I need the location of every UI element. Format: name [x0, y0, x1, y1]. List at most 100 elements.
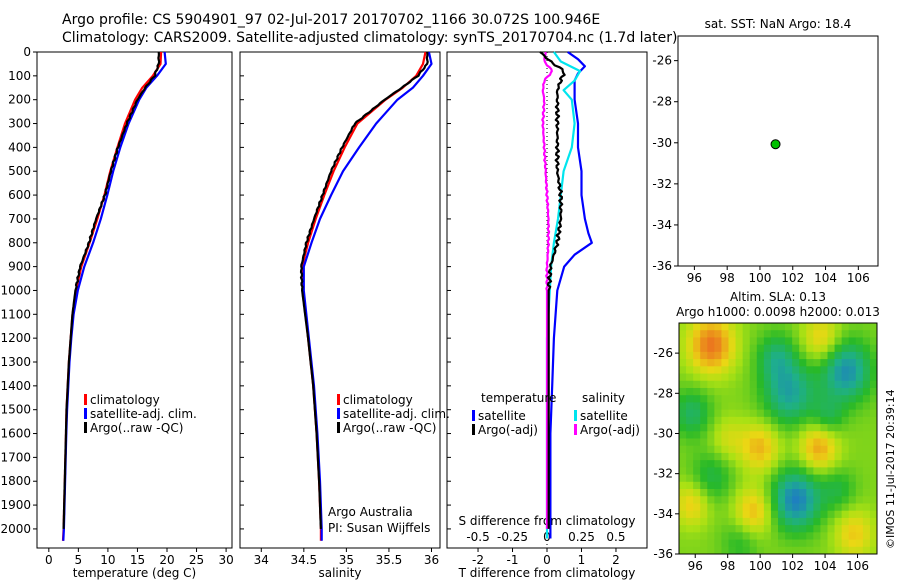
- sla-heatmap-cell: [834, 424, 843, 432]
- sla-heatmap-cell: [792, 424, 800, 432]
- sla-heatmap-cell: [806, 452, 814, 461]
- sla-map-lon-tick-label: 98: [720, 559, 735, 573]
- sla-heatmap-cell: [834, 460, 843, 468]
- sla-heatmap-cell: [834, 467, 843, 475]
- sla-heatmap-cell: [827, 546, 835, 555]
- sla-heatmap-cell: [770, 467, 779, 475]
- sla-heatmap-cell: [749, 438, 758, 447]
- sla-heatmap-cell: [756, 445, 765, 454]
- sla-heatmap-cell: [841, 503, 850, 512]
- sla-heatmap-cell: [785, 460, 793, 468]
- sla-heatmap-cell: [792, 445, 800, 454]
- sla-heatmap-cell: [827, 351, 835, 360]
- sla-heatmap-cell: [693, 481, 701, 490]
- sla-heatmap-cell: [728, 359, 736, 367]
- sla-heatmap-cell: [792, 344, 800, 353]
- sla-heatmap-cell: [841, 337, 850, 346]
- sla-heatmap-cell: [728, 467, 736, 475]
- sla-heatmap-cell: [763, 409, 772, 418]
- sla-heatmap-cell: [834, 409, 843, 418]
- sla-heatmap-cell: [799, 546, 807, 555]
- sla-heatmap-cell: [848, 330, 857, 338]
- sla-heatmap-cell: [820, 438, 828, 447]
- sla-heatmap-cell: [841, 373, 850, 382]
- sla-heatmap-cell: [714, 445, 722, 454]
- sla-heatmap-cell: [841, 460, 850, 468]
- temperature-argo-difference-line: [539, 51, 566, 529]
- sla-heatmap-cell: [855, 467, 864, 475]
- sla-heatmap-cell: [827, 344, 835, 353]
- sla-heatmap-cell: [855, 424, 864, 432]
- sla-heatmap-cell: [869, 395, 878, 403]
- sla-heatmap-cell: [686, 366, 694, 374]
- sla-heatmap-cell: [742, 525, 751, 533]
- sla-heatmap-cell: [862, 489, 871, 497]
- sla-heatmap-cell: [721, 474, 729, 483]
- sla-heatmap-cell: [813, 351, 821, 360]
- sla-heatmap-cell: [820, 510, 828, 519]
- sla-heatmap-cell: [756, 416, 765, 425]
- sla-heatmap-cell: [785, 402, 793, 411]
- sla-heatmap-cell: [778, 337, 786, 346]
- sla-heatmap-cell: [686, 452, 694, 461]
- sla-heatmap-cell: [841, 387, 850, 396]
- sla-heatmap-cell: [834, 330, 843, 338]
- sla-heatmap-cell: [820, 460, 828, 468]
- sla-heatmap-cell: [728, 337, 736, 346]
- sla-heatmap-cell: [806, 351, 814, 360]
- difference-tick-label: 1: [578, 553, 586, 567]
- sla-heatmap-cell: [869, 517, 878, 526]
- sla-heatmap-cell: [813, 431, 821, 439]
- sla-heatmap-cell: [827, 380, 835, 389]
- sla-heatmap-cell: [806, 503, 814, 512]
- sla-heatmap-cell: [749, 525, 758, 533]
- depth-tick-label: 1600: [0, 427, 31, 441]
- sla-heatmap-cell: [848, 517, 857, 526]
- sla-heatmap-cell: [679, 532, 687, 540]
- sla-heatmap-cell: [778, 373, 786, 382]
- argo-position-marker: [770, 139, 781, 150]
- sla-heatmap-cell: [763, 525, 772, 533]
- sla-heatmap-cell: [869, 380, 878, 389]
- sla-heatmap-cell: [714, 373, 722, 382]
- argo-australia-label: Argo Australia: [328, 505, 413, 519]
- sla-heatmap-cell: [735, 373, 744, 382]
- sla-heatmap-cell: [686, 532, 694, 540]
- sla-heatmap-cell: [820, 489, 828, 497]
- sla-heatmap-cell: [700, 496, 708, 504]
- sla-heatmap-cell: [686, 510, 694, 519]
- sla-heatmap-cell: [820, 330, 828, 338]
- sla-heatmap-cell: [756, 539, 765, 548]
- temperature-tick-label: 20: [159, 553, 174, 567]
- sla-heatmap-cell: [855, 481, 864, 490]
- sla-heatmap-cell: [778, 489, 786, 497]
- sla-heatmap-cell: [862, 409, 871, 418]
- sla-heatmap-cell: [686, 387, 694, 396]
- depth-tick-label: 700: [8, 212, 31, 226]
- sla-heatmap-cell: [707, 496, 715, 504]
- sla-heatmap-cell: [770, 424, 779, 432]
- sla-heatmap-cell: [749, 481, 758, 490]
- sla-heatmap-cell: [841, 424, 850, 432]
- sla-heatmap-cell: [778, 366, 786, 374]
- sla-heatmap-cell: [770, 359, 779, 367]
- sla-heatmap-cell: [834, 431, 843, 439]
- sla-heatmap-cell: [820, 416, 828, 425]
- sla-heatmap-cell: [707, 510, 715, 519]
- sla-heatmap-cell: [700, 416, 708, 425]
- sla-heatmap-cell: [869, 416, 878, 425]
- sla-heatmap-cell: [855, 503, 864, 512]
- sla-heatmap-cell: [841, 474, 850, 483]
- sla-heatmap-cell: [700, 517, 708, 526]
- sla-heatmap-cell: [693, 424, 701, 432]
- sla-heatmap-cell: [827, 416, 835, 425]
- sla-heatmap-cell: [848, 351, 857, 360]
- sla-heatmap-cell: [813, 546, 821, 555]
- pi-name-label: PI: Susan Wijffels: [328, 521, 430, 535]
- sla-heatmap-cell: [763, 474, 772, 483]
- sla-heatmap-cell: [735, 366, 744, 374]
- sla-heatmap-cell: [721, 525, 729, 533]
- depth-tick-label: 1700: [0, 450, 31, 464]
- sla-heatmap-cell: [869, 445, 878, 454]
- sla-heatmap-cell: [749, 517, 758, 526]
